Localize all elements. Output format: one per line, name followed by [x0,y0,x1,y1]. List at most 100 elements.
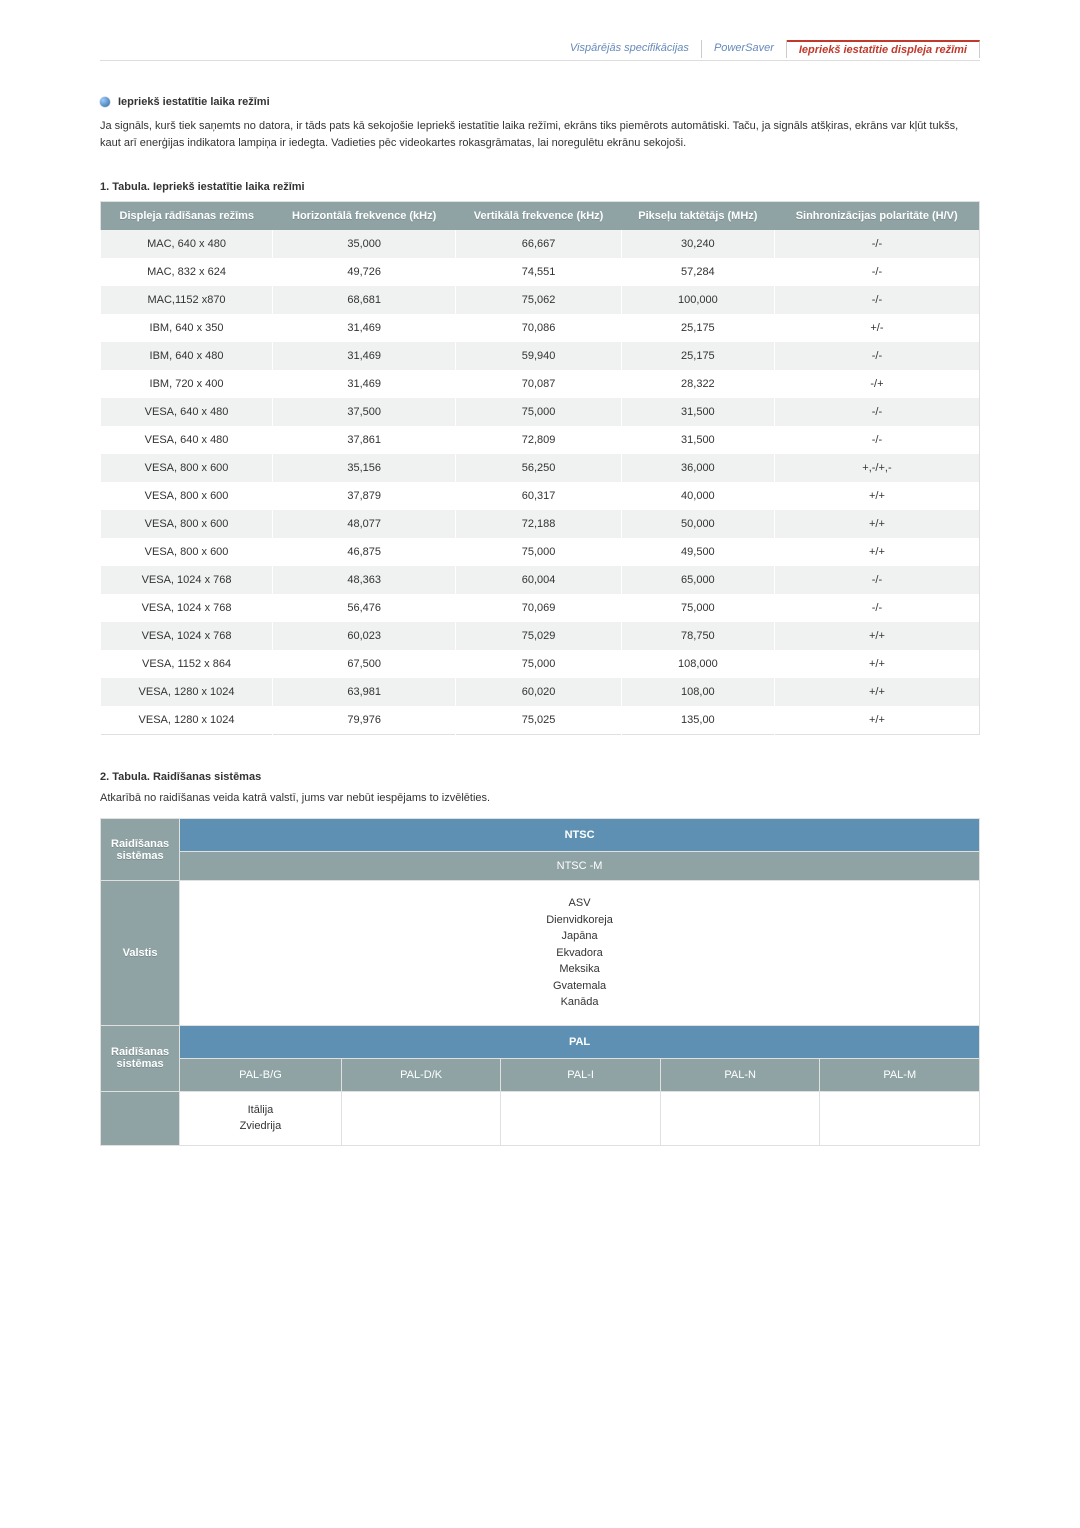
table-cell: +/+ [774,706,979,735]
table-cell: MAC, 832 x 624 [101,258,273,286]
table-cell: VESA, 1280 x 1024 [101,706,273,735]
table-cell: 60,020 [456,678,622,706]
tab-general[interactable]: Vispārējās specifikācijas [558,40,702,58]
table-row: MAC, 640 x 48035,00066,66730,240-/- [101,230,980,258]
table-cell: VESA, 1024 x 768 [101,622,273,650]
section-body: Ja signāls, kurš tiek saņemts no datora,… [100,118,980,151]
pal-head: PAL [180,1025,980,1058]
table-row: VESA, 800 x 60037,87960,31740,000+/+ [101,482,980,510]
table-cell: VESA, 1024 x 768 [101,566,273,594]
table-cell: +/+ [774,482,979,510]
table-row: VESA, 1024 x 76856,47670,06975,000-/- [101,594,980,622]
table-cell: +/- [774,314,979,342]
table-row: VESA, 800 x 60048,07772,18850,000+/+ [101,510,980,538]
table-cell: VESA, 640 x 480 [101,426,273,454]
table-cell: 60,023 [273,622,456,650]
table-cell: 31,469 [273,342,456,370]
table-cell: VESA, 800 x 600 [101,454,273,482]
table-cell: +,-/+,- [774,454,979,482]
table-cell: 57,284 [621,258,774,286]
tab-powersaver[interactable]: PowerSaver [702,40,787,58]
table-cell: VESA, 640 x 480 [101,398,273,426]
table-cell: 108,000 [621,650,774,678]
table-row: VESA, 1024 x 76848,36360,00465,000-/- [101,566,980,594]
label-systems2: Raidīšanas sistēmas [101,1025,180,1091]
table-cell: 70,086 [456,314,622,342]
table-row: VESA, 1280 x 102463,98160,020108,00+/+ [101,678,980,706]
table-row: MAC, 832 x 62449,72674,55157,284-/- [101,258,980,286]
th-sync: Sinhronizācijas polaritāte (H/V) [774,202,979,231]
table-row: VESA, 1280 x 102479,97675,025135,00+/+ [101,706,980,735]
table-cell: +/+ [774,678,979,706]
table1-title: 1. Tabula. Iepriekš iestatītie laika rež… [100,181,980,193]
th-mode: Displeja rādīšanas režīms [101,202,273,231]
tab-preset[interactable]: Iepriekš iestatītie displeja režīmi [787,40,980,58]
table-cell: +/+ [774,510,979,538]
table-cell: +/+ [774,538,979,566]
table-cell: 67,500 [273,650,456,678]
top-tabs: Vispārējās specifikācijas PowerSaver Iep… [100,40,980,61]
pal-countries: ItālijaZviedrija [180,1091,342,1145]
table-cell: 100,000 [621,286,774,314]
table-cell: 56,250 [456,454,622,482]
table-cell: -/- [774,594,979,622]
table-cell: 30,240 [621,230,774,258]
table-cell: VESA, 1152 x 864 [101,650,273,678]
table-cell: 72,188 [456,510,622,538]
table-cell: -/- [774,566,979,594]
label-empty [101,1091,180,1145]
table-row: IBM, 720 x 40031,46970,08728,322-/+ [101,370,980,398]
label-countries: Valstis [101,881,180,1026]
table-cell: 40,000 [621,482,774,510]
table-cell: 49,500 [621,538,774,566]
table-cell: 75,062 [456,286,622,314]
table-cell: VESA, 800 x 600 [101,510,273,538]
table-cell: 68,681 [273,286,456,314]
table-cell: 65,000 [621,566,774,594]
table-cell: 60,317 [456,482,622,510]
table-cell: 66,667 [456,230,622,258]
table-cell: +/+ [774,650,979,678]
pal-sub: PAL-M [820,1058,980,1091]
pal-sub: PAL-B/G [180,1058,342,1091]
table-cell: -/+ [774,370,979,398]
table-cell: 75,000 [456,398,622,426]
table-cell: IBM, 640 x 480 [101,342,273,370]
table-cell: 59,940 [456,342,622,370]
table-cell: 50,000 [621,510,774,538]
table-cell: 60,004 [456,566,622,594]
table-cell: 79,976 [273,706,456,735]
th-hfreq: Horizontālā frekvence (kHz) [273,202,456,231]
label-systems: Raidīšanas sistēmas [101,819,180,881]
th-vfreq: Vertikālā frekvence (kHz) [456,202,622,231]
table-cell: -/- [774,398,979,426]
broadcast-table: Raidīšanas sistēmas NTSC NTSC -M Valstis… [100,818,980,1146]
table-cell: -/- [774,426,979,454]
table-cell: 25,175 [621,342,774,370]
table-row: VESA, 1152 x 86467,50075,000108,000+/+ [101,650,980,678]
table-cell: 75,000 [621,594,774,622]
table2-title: 2. Tabula. Raidīšanas sistēmas [100,771,980,783]
table-cell: -/- [774,258,979,286]
table-cell: VESA, 800 x 600 [101,538,273,566]
pal-countries [660,1091,820,1145]
table-cell: 75,025 [456,706,622,735]
ntsc-head: NTSC [180,819,980,852]
table-cell: 37,500 [273,398,456,426]
table-cell: 35,000 [273,230,456,258]
table-cell: 49,726 [273,258,456,286]
table-cell: VESA, 1280 x 1024 [101,678,273,706]
table-cell: 28,322 [621,370,774,398]
table-cell: 48,077 [273,510,456,538]
table-row: IBM, 640 x 35031,46970,08625,175+/- [101,314,980,342]
preset-timing-table: Displeja rādīšanas režīms Horizontālā fr… [100,201,980,735]
table-cell: -/- [774,286,979,314]
table-cell: IBM, 720 x 400 [101,370,273,398]
table-cell: 37,861 [273,426,456,454]
table-cell: +/+ [774,622,979,650]
table-row: VESA, 800 x 60035,15656,25036,000+,-/+,- [101,454,980,482]
table-cell: 75,000 [456,650,622,678]
table-cell: VESA, 800 x 600 [101,482,273,510]
table-cell: 48,363 [273,566,456,594]
table-row: VESA, 640 x 48037,50075,00031,500-/- [101,398,980,426]
